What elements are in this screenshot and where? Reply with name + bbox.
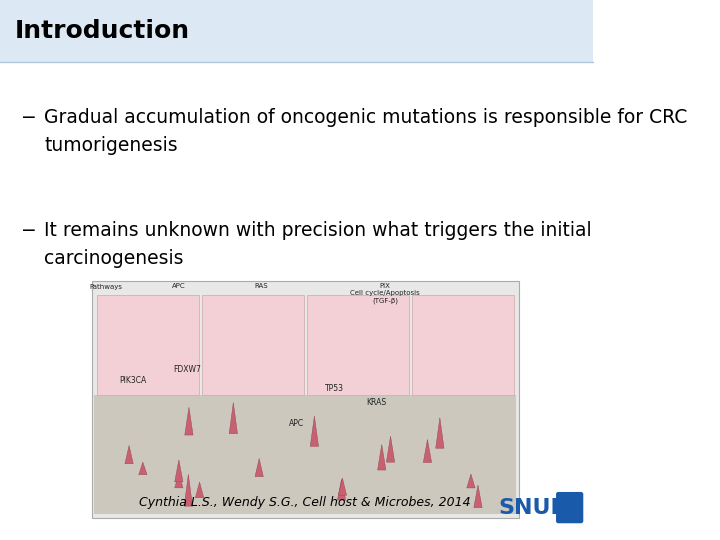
Text: −: − bbox=[21, 221, 37, 240]
Text: Introduction: Introduction bbox=[15, 19, 190, 43]
Polygon shape bbox=[474, 485, 482, 508]
Polygon shape bbox=[387, 436, 395, 462]
Text: KRAS: KRAS bbox=[366, 398, 387, 407]
Text: PIK3CA: PIK3CA bbox=[120, 376, 147, 385]
Text: PIX
Cell cycle/Apoptosis
(TGF-β): PIX Cell cycle/Apoptosis (TGF-β) bbox=[351, 284, 420, 304]
Text: −: − bbox=[21, 108, 37, 127]
Text: SNUH: SNUH bbox=[498, 497, 569, 518]
Polygon shape bbox=[423, 440, 431, 462]
Polygon shape bbox=[125, 446, 133, 464]
Polygon shape bbox=[184, 474, 192, 506]
FancyBboxPatch shape bbox=[307, 295, 409, 395]
Text: Gradual accumulation of oncogenic mutations is responsible for CRC
tumorigenesis: Gradual accumulation of oncogenic mutati… bbox=[45, 108, 688, 155]
Text: Cynthia L.S., Wendy S.G., Cell host & Microbes, 2014: Cynthia L.S., Wendy S.G., Cell host & Mi… bbox=[140, 496, 471, 509]
Polygon shape bbox=[139, 462, 147, 475]
Polygon shape bbox=[195, 482, 204, 498]
Text: APC: APC bbox=[172, 284, 186, 289]
Polygon shape bbox=[377, 444, 386, 470]
FancyBboxPatch shape bbox=[94, 395, 516, 514]
Text: RAS: RAS bbox=[254, 284, 268, 289]
Text: APC: APC bbox=[289, 420, 304, 428]
Text: Pathways: Pathways bbox=[89, 284, 122, 289]
Text: TP53: TP53 bbox=[325, 384, 344, 393]
Polygon shape bbox=[436, 417, 444, 448]
Polygon shape bbox=[185, 407, 193, 435]
Polygon shape bbox=[175, 474, 183, 488]
Polygon shape bbox=[467, 474, 475, 488]
FancyBboxPatch shape bbox=[556, 492, 583, 523]
Polygon shape bbox=[338, 479, 346, 500]
Text: FDXW7: FDXW7 bbox=[173, 366, 201, 374]
Text: It remains unknown with precision what triggers the initial
carcinogenesis: It remains unknown with precision what t… bbox=[45, 221, 592, 268]
Polygon shape bbox=[255, 458, 264, 477]
FancyBboxPatch shape bbox=[412, 295, 514, 395]
FancyBboxPatch shape bbox=[96, 295, 199, 395]
Polygon shape bbox=[229, 402, 238, 434]
Polygon shape bbox=[175, 460, 183, 482]
Polygon shape bbox=[338, 478, 346, 495]
Polygon shape bbox=[310, 416, 318, 447]
FancyBboxPatch shape bbox=[202, 295, 304, 395]
FancyBboxPatch shape bbox=[92, 281, 518, 518]
FancyBboxPatch shape bbox=[0, 0, 593, 62]
